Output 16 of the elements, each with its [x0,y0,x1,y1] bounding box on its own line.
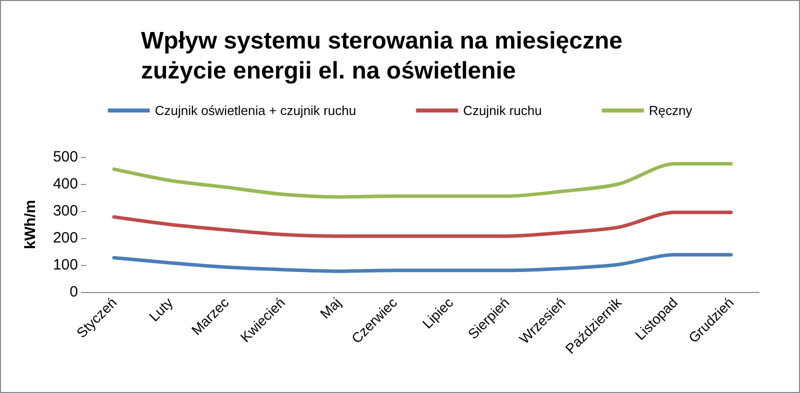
y-tick-label: 300 [52,202,78,220]
y-tick-label: 500 [52,148,78,166]
line-series [112,210,733,238]
y-tick-label: 100 [52,256,78,274]
legend-label: Ręczny [648,103,693,118]
y-tick-label: 0 [70,284,78,300]
y-axis-title: kWh/m [22,200,39,250]
y-tick-label: 200 [52,230,78,246]
x-tick-label: Maj [316,294,344,322]
line-series [112,252,733,273]
y-tick-label: 400 [52,176,78,192]
legend-label: Czujnik ruchu [463,103,542,118]
chart-title: Wpływ systemu sterowania na miesięczne zużycie energii el. na oświetlenie [141,28,630,84]
x-tick-label: Luty [146,294,176,324]
legend-label: Czujnik oświetlenia + czujnik ruchu [154,103,356,118]
line-series [112,162,733,199]
